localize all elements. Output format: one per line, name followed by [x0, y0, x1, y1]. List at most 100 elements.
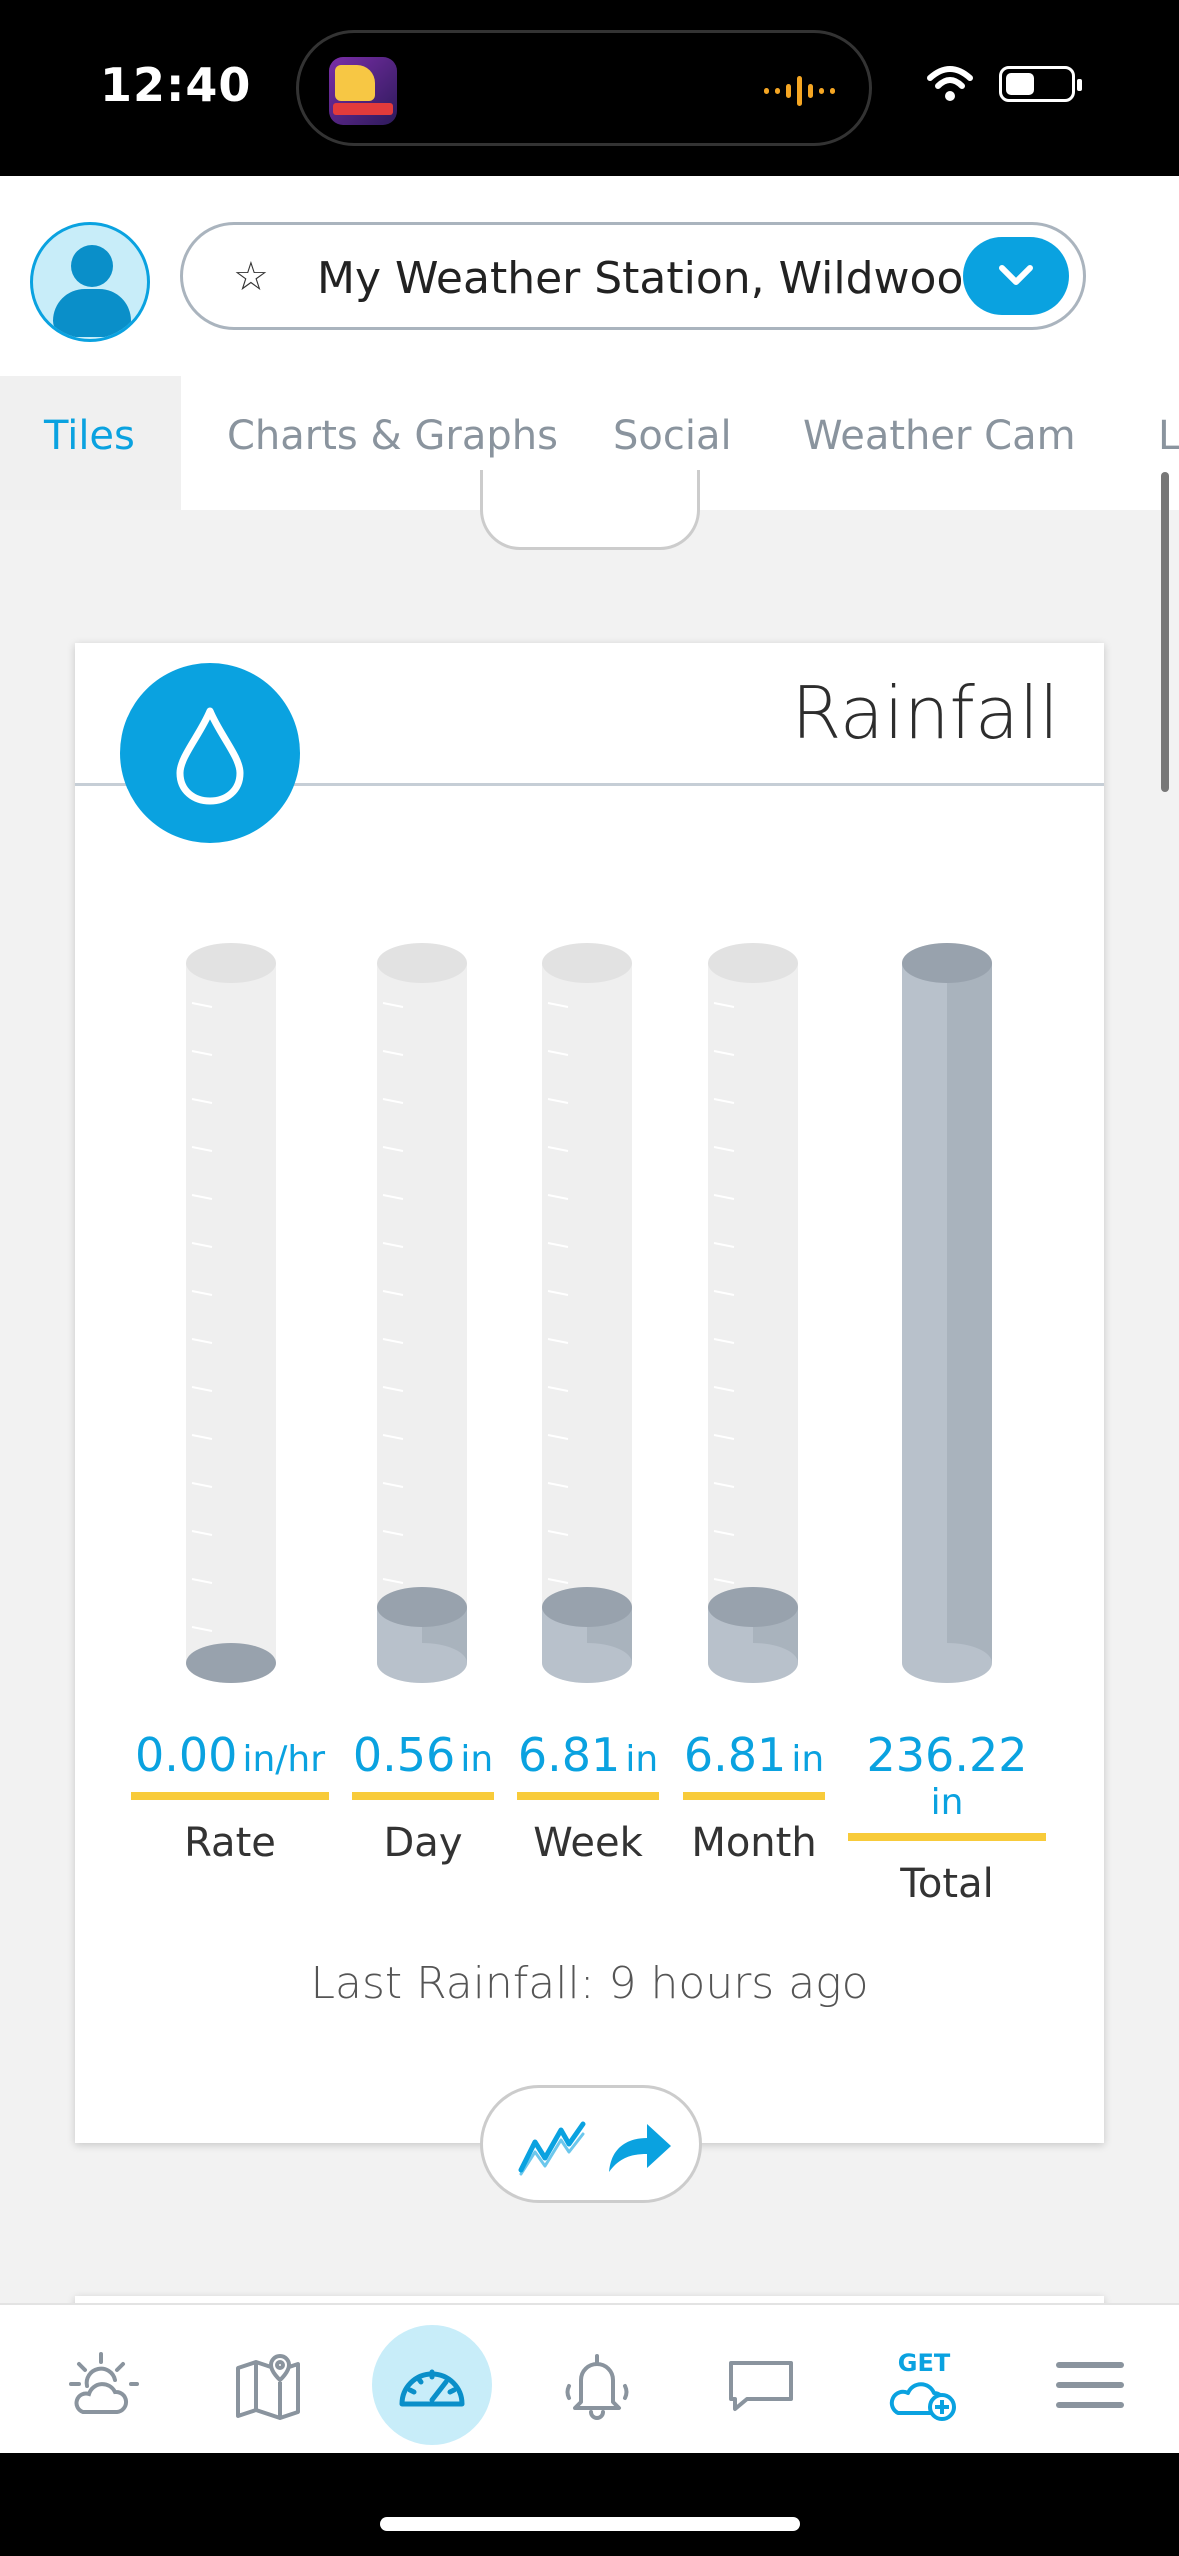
rate-underline [131, 1792, 329, 1800]
tab-charts-graphs[interactable]: Charts & Graphs [227, 413, 558, 459]
tube-day [377, 943, 467, 1683]
day-value: 0.56 [352, 1728, 456, 1782]
tube-tick [713, 1338, 735, 1344]
tube-tick [713, 1146, 735, 1152]
status-icons [927, 66, 1082, 102]
tube-tick [713, 1434, 735, 1440]
chat-bubble-icon[interactable] [701, 2325, 821, 2445]
tab-weather-cam[interactable]: Weather Cam [803, 413, 1076, 459]
tube-tick [382, 1482, 404, 1488]
tube-tick [191, 1434, 213, 1440]
hamburger-menu-icon[interactable] [1030, 2325, 1150, 2445]
week-underline [517, 1792, 659, 1800]
tube-tick [191, 1290, 213, 1296]
tube-tick [547, 1530, 569, 1536]
tube-tick [382, 1290, 404, 1296]
tube-tick [547, 1578, 569, 1584]
app-header: ☆ My Weather Station, Wildwood [0, 176, 1179, 376]
cheese-game-app-icon[interactable] [329, 57, 397, 125]
tube-tick [547, 1002, 569, 1008]
day-underline [352, 1792, 494, 1800]
day-unit: in [460, 1739, 494, 1780]
value-month: 6.81 in Month [683, 1728, 825, 1866]
value-week: 6.81 in Week [517, 1728, 659, 1866]
month-value: 6.81 [683, 1728, 787, 1782]
line-chart-icon[interactable] [517, 2112, 587, 2182]
tube-tick [547, 1482, 569, 1488]
share-arrow-icon[interactable] [603, 2112, 673, 2182]
week-value: 6.81 [517, 1728, 621, 1782]
tube-tick [547, 1290, 569, 1296]
previous-card-actions[interactable] [480, 470, 700, 550]
bottom-nav: GET [0, 2303, 1179, 2453]
value-rate: 0.00 in/hr Rate [131, 1728, 329, 1866]
rain-gauges [75, 643, 1104, 2143]
tube-tick [382, 1578, 404, 1584]
tube-tick [191, 1242, 213, 1248]
month-underline [683, 1792, 825, 1800]
tube-tick [191, 1002, 213, 1008]
month-unit: in [791, 1739, 825, 1780]
total-underline [848, 1833, 1046, 1841]
tube-fill-base [708, 1643, 798, 1683]
total-value: 236.22 [866, 1728, 1028, 1782]
scrollbar[interactable] [1161, 472, 1169, 792]
station-name: My Weather Station, Wildwood [317, 253, 992, 304]
tube-top [186, 943, 276, 983]
card-actions [480, 2085, 702, 2203]
tube-tick [713, 1098, 735, 1104]
tube-tick [547, 1194, 569, 1200]
map-pin-icon[interactable] [208, 2325, 328, 2445]
star-outline-icon[interactable]: ☆ [233, 254, 269, 300]
tube-tick [382, 1530, 404, 1536]
battery-icon [999, 66, 1082, 102]
tube-tick [713, 1386, 735, 1392]
tube-tick [547, 1338, 569, 1344]
get-label: GET [898, 2349, 951, 2377]
week-label: Week [533, 1820, 643, 1866]
tube-tick [191, 1050, 213, 1056]
status-time: 12:40 [100, 58, 252, 112]
tube-month [708, 943, 798, 1683]
bell-alert-icon[interactable] [537, 2325, 657, 2445]
user-avatar-icon[interactable] [30, 222, 150, 342]
tube-fill-shade [947, 963, 992, 1663]
wifi-icon [927, 66, 973, 101]
tube-total [902, 943, 992, 1683]
tube-fill-level [377, 1587, 467, 1627]
tube-tick [191, 1578, 213, 1584]
tube-tick [547, 1050, 569, 1056]
total-label: Total [900, 1861, 994, 1907]
tube-tick [191, 1098, 213, 1104]
day-label: Day [383, 1820, 463, 1866]
chevron-down-icon[interactable] [963, 237, 1069, 315]
tube-tick [191, 1338, 213, 1344]
tube-top [542, 943, 632, 983]
tube-tick [713, 1242, 735, 1248]
tube-tick [382, 1242, 404, 1248]
tube-fill-level [542, 1587, 632, 1627]
tube-tick [382, 1434, 404, 1440]
total-unit: in [930, 1782, 964, 1823]
tab-tiles[interactable]: Tiles [0, 376, 181, 510]
tube-svg-day [377, 943, 467, 1683]
tube-fill-level [902, 943, 992, 983]
tube-tick [191, 1482, 213, 1488]
sun-cloud-icon[interactable] [45, 2325, 165, 2445]
status-bar: 12:40 [0, 0, 1179, 176]
home-indicator[interactable] [380, 2517, 800, 2531]
tab-social[interactable]: Social [613, 413, 732, 459]
tube-tick [713, 1578, 735, 1584]
tube-fill-base [902, 1643, 992, 1683]
tab-more[interactable]: L [1158, 413, 1179, 459]
tube-tick [713, 1002, 735, 1008]
tube-tick [713, 1290, 735, 1296]
tube-tick [382, 1338, 404, 1344]
gauge-dashboard-icon[interactable] [372, 2325, 492, 2445]
audio-waveform-icon [764, 71, 835, 111]
get-cloud-plus-icon[interactable]: GET [864, 2325, 984, 2445]
station-selector[interactable]: ☆ My Weather Station, Wildwood [180, 222, 1086, 330]
tube-body [542, 963, 632, 1663]
tube-fill-level [186, 1643, 276, 1683]
dynamic-island[interactable] [296, 30, 872, 146]
